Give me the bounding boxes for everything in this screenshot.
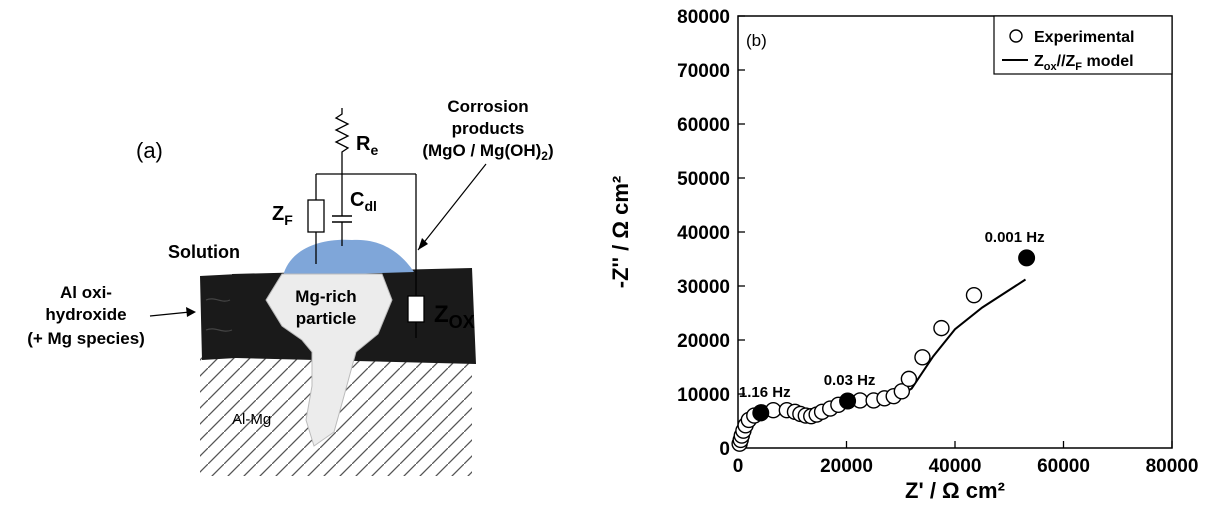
y-axis-ticks: 0 10000 20000 30000 40000 50000 60000 70000 8000… (677, 7, 745, 460)
y-tick-label: 20000 (677, 331, 730, 352)
panel-b-label: (b) (746, 31, 767, 50)
x-axis-ticks: 0 20000 40000 60000 80000 (733, 441, 1199, 477)
experimental-point (933, 319, 950, 337)
corrosion-arrow-head (418, 238, 428, 250)
plot-area-frame (737, 15, 1173, 449)
experimental-point (965, 286, 983, 304)
corrosion-label-line2: products (452, 119, 525, 138)
resistor-label: Re (356, 133, 378, 158)
oxide-label-line3: (+ Mg species) (27, 329, 145, 348)
data-series (731, 278, 1027, 452)
y-tick-label: 40000 (677, 223, 730, 244)
model-fit-line (737, 278, 1027, 449)
x-tick-label: 40000 (929, 456, 982, 477)
oxide-texture (205, 298, 233, 332)
oxide-arrow-line (149, 311, 191, 317)
particle-label-line2: particle (296, 309, 356, 328)
impedance-zox-box (407, 295, 425, 323)
corrosion-products-region (283, 239, 414, 276)
frequency-point (752, 404, 770, 422)
oxide-label-line2: hydroxide (45, 305, 126, 324)
experimental-point (893, 383, 911, 400)
impedance-zf-box (307, 199, 325, 233)
frequency-point (1018, 249, 1036, 267)
oxide-arrow-head (186, 307, 196, 317)
oxide-impedance-label: ZOX (434, 301, 475, 332)
y-tick-label: 10000 (677, 385, 730, 406)
x-tick-label: 80000 (1146, 456, 1199, 477)
legend-label-experimental: Experimental (1034, 29, 1134, 46)
corrosion-label-line3: (MgO / Mg(OH)2) (422, 141, 553, 163)
y-tick-label: 70000 (677, 61, 730, 82)
x-tick-label: 20000 (820, 456, 873, 477)
capacitor-label: Cdl (350, 189, 377, 214)
corrosion-arrow-line (417, 163, 487, 251)
legend-label-model: Zox//ZF model (1034, 53, 1134, 73)
frequency-label: 0.03 Hz (824, 372, 876, 389)
frequency-label: 0.001 Hz (985, 229, 1045, 246)
y-tick-label: 0 (719, 439, 730, 460)
y-tick-label: 80000 (677, 7, 730, 28)
panel-a-schematic: (a) Al-Mg Mg-rich particle (27, 97, 554, 476)
legend-marker-experimental (1009, 29, 1023, 43)
y-axis-title: -Z'' / Ω cm² (608, 176, 633, 288)
panel-b-nyquist-plot: (b) 0 20000 40000 60000 80000 0 10000 20000 300… (608, 7, 1198, 503)
frequency-label: 1.16 Hz (739, 384, 791, 401)
solution-label: Solution (168, 242, 240, 262)
y-tick-label: 50000 (677, 169, 730, 190)
substrate-label: Al-Mg (232, 411, 271, 428)
y-tick-label: 60000 (677, 115, 730, 136)
resistor-re (334, 108, 350, 156)
equivalent-circuit (315, 156, 417, 338)
particle-label-line1: Mg-rich (295, 287, 356, 306)
mg-rich-particle (265, 273, 393, 447)
experimental-point (914, 349, 931, 366)
corrosion-label-line1: Corrosion (447, 97, 528, 116)
oxide-label-line1: Al oxi- (60, 283, 112, 302)
x-tick-label: 60000 (1037, 456, 1090, 477)
legend-box (993, 15, 1173, 75)
x-tick-label: 0 (733, 456, 744, 477)
faradaic-label: ZF (272, 203, 293, 228)
frequency-point (839, 392, 857, 410)
panel-a-label: (a) (136, 138, 163, 163)
experimental-point (900, 370, 918, 388)
highlighted-points: 1.16 Hz 0.03 Hz 0.001 Hz (739, 229, 1045, 422)
y-tick-label: 30000 (677, 277, 730, 298)
x-axis-title: Z' / Ω cm² (905, 478, 1005, 503)
legend: Experimental Zox//ZF model (993, 15, 1173, 75)
